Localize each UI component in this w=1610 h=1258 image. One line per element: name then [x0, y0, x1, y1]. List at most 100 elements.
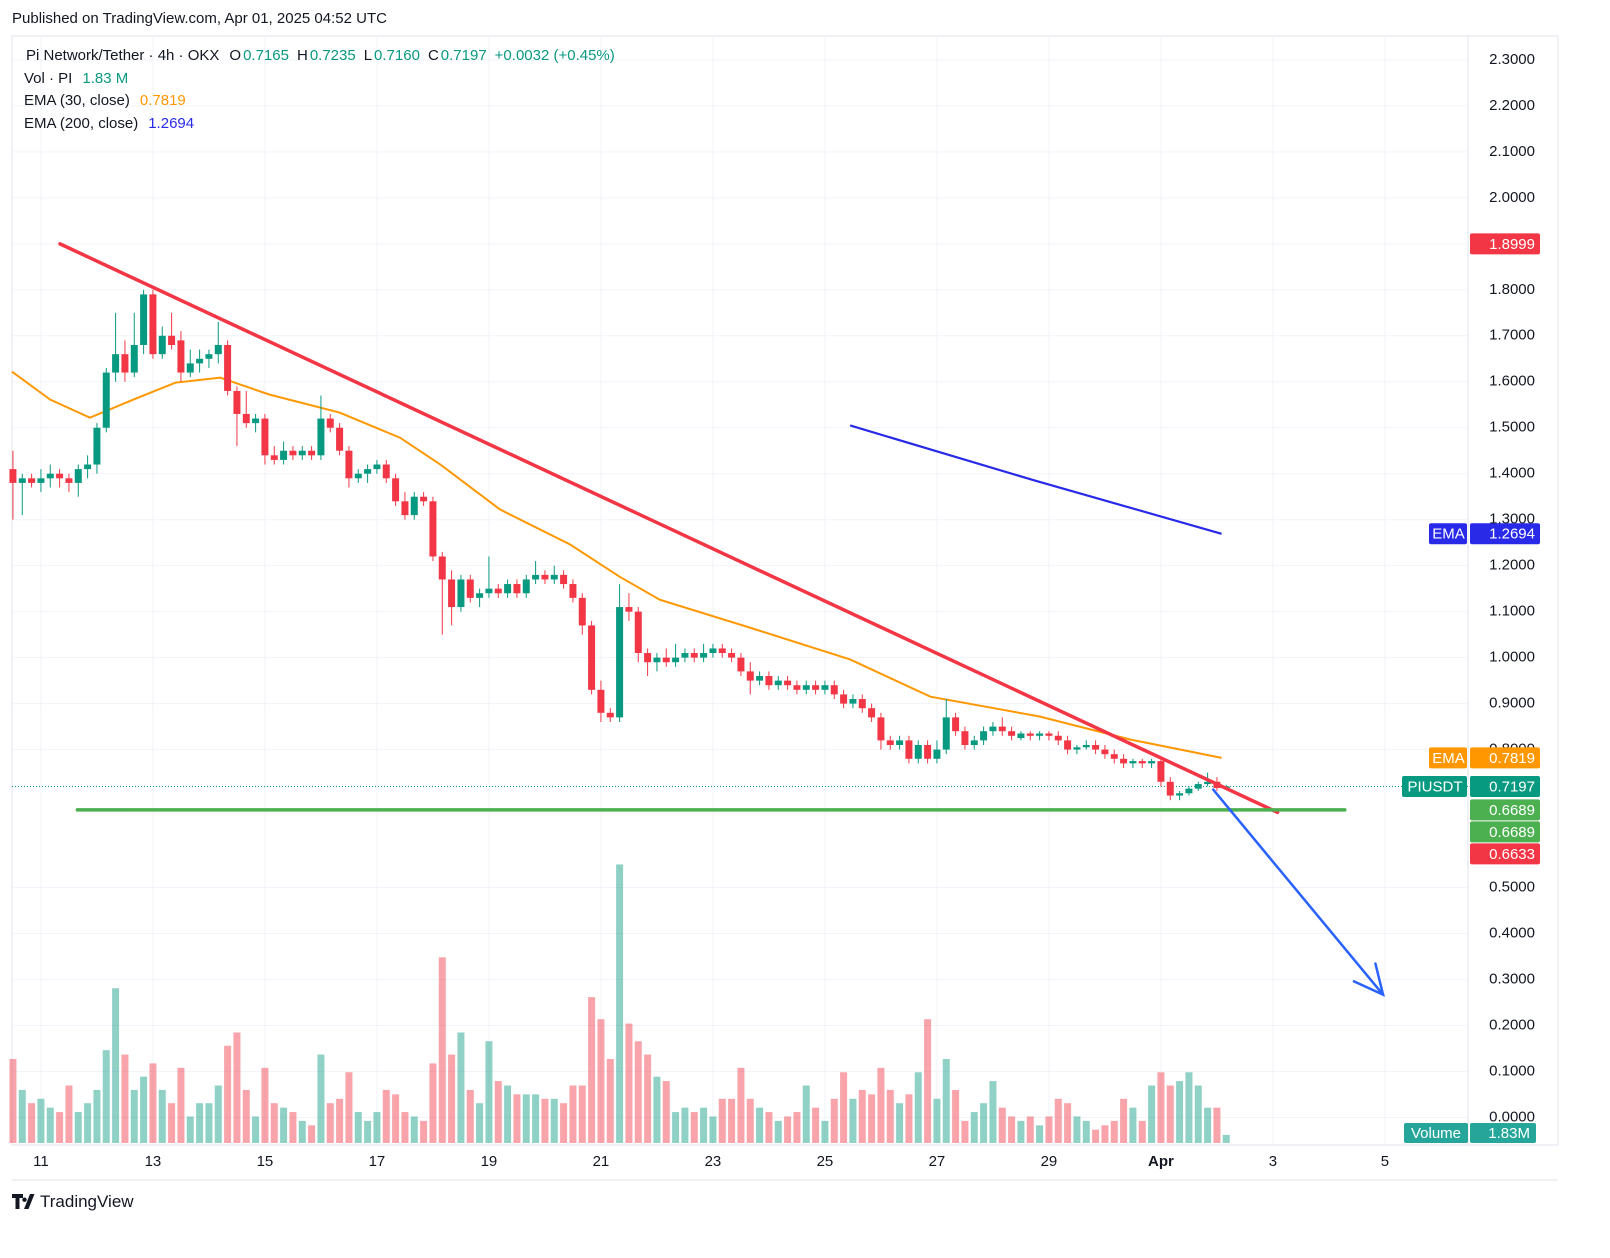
y-tick-label: 2.2000: [1489, 97, 1535, 114]
brand-name: TradingView: [40, 1192, 134, 1211]
candle-body: [1082, 744, 1090, 748]
study-name: EMA (200, close): [24, 114, 139, 132]
volume-bar: [392, 1094, 400, 1143]
candle-body: [121, 354, 129, 373]
volume-bar: [401, 1112, 409, 1143]
arrow-line: [1211, 788, 1385, 996]
volume-bar: [121, 1054, 129, 1143]
volume-bar: [924, 1019, 932, 1143]
price-badge-label: 0.6689: [1489, 802, 1535, 819]
candle-body: [868, 708, 876, 718]
candle-body: [728, 653, 736, 658]
candle-body: [541, 574, 549, 580]
candle-body: [700, 653, 708, 658]
volume-bar: [65, 1085, 73, 1143]
candle-body: [653, 657, 661, 663]
volume-bar: [560, 1103, 568, 1143]
candle-body: [849, 699, 857, 704]
candle-body: [774, 680, 782, 686]
y-tick-label: 1.1000: [1489, 603, 1535, 620]
candle-body: [522, 579, 530, 594]
price-badge: [1470, 233, 1540, 255]
volume-bar: [1064, 1103, 1072, 1143]
y-tick-label: 0.4000: [1489, 924, 1535, 941]
candle-body: [494, 588, 502, 594]
volume-bar: [214, 1085, 222, 1143]
volume-bar: [1185, 1072, 1193, 1143]
x-tick-label: 19: [481, 1153, 498, 1170]
volume-bar: [625, 1023, 633, 1143]
candle-body: [970, 740, 978, 745]
x-tick-label: 25: [817, 1153, 834, 1170]
volume-bar: [1092, 1129, 1100, 1143]
candle-body: [1138, 761, 1146, 764]
candle-body: [606, 712, 614, 718]
candle-body: [933, 749, 941, 759]
volume-bar: [1017, 1120, 1025, 1143]
candle-body: [457, 579, 465, 608]
candle-body: [1157, 761, 1165, 782]
volume-bar: [905, 1094, 913, 1143]
candle-body: [1017, 733, 1025, 739]
volume-bar: [1176, 1081, 1184, 1143]
volume-bar: [261, 1067, 269, 1143]
candle-body: [233, 390, 241, 414]
candle-body: [261, 418, 269, 456]
candle-body: [1129, 761, 1137, 764]
candle-body: [989, 726, 997, 732]
volume-bar: [1222, 1134, 1230, 1143]
candle-body: [588, 625, 596, 690]
candle-body: [326, 418, 334, 428]
candle-body: [504, 584, 512, 594]
candle-body: [242, 413, 250, 424]
volume-bar: [485, 1041, 493, 1143]
ohlc-value: 0.7197: [440, 47, 487, 64]
volume-bar: [224, 1045, 232, 1143]
candle-body: [168, 335, 176, 345]
volume-bar: [774, 1120, 782, 1143]
volume-bar: [1036, 1125, 1044, 1143]
candle-body: [37, 478, 45, 483]
candle-body: [784, 680, 792, 686]
volume-bar: [373, 1112, 381, 1143]
ohlc-key: O: [229, 47, 242, 64]
candle-body: [877, 717, 885, 741]
volume-bar: [737, 1067, 745, 1143]
volume-bar: [252, 1116, 260, 1143]
trend-line: [58, 242, 1280, 815]
volume-bar: [961, 1120, 969, 1143]
volume-bar: [1073, 1116, 1081, 1143]
candle-body: [270, 455, 278, 460]
volume-bar: [849, 1098, 857, 1143]
volume-bar: [653, 1076, 661, 1143]
ema200-line: [849, 424, 1222, 535]
volume-bar: [46, 1107, 54, 1143]
volume-bar: [382, 1089, 390, 1143]
ema30-line: [11, 370, 1222, 759]
candle-body: [466, 579, 474, 598]
volume-bar: [522, 1094, 530, 1143]
candle-body: [709, 648, 717, 654]
candle-body: [28, 478, 36, 483]
candle-body: [746, 671, 754, 681]
symbol-title: Pi Network/Tether · 4h · OKX: [26, 47, 220, 64]
y-tick-label: 1.6000: [1489, 373, 1535, 390]
price-badge-label: 0.7197: [1489, 778, 1535, 795]
volume-bar: [690, 1112, 698, 1143]
price-badge: [1470, 799, 1540, 821]
volume-bar: [868, 1094, 876, 1143]
y-tick-label: 0.1000: [1489, 1062, 1535, 1079]
x-tick-label: 23: [705, 1153, 722, 1170]
volume-bar: [9, 1058, 17, 1143]
volume-bar: [569, 1085, 577, 1143]
legend-row: Pi Network/Tether · 4h · OKX O 0.7165 H 0.72…: [24, 45, 615, 68]
candle-body: [1185, 788, 1193, 794]
volume-bar: [1110, 1120, 1118, 1143]
legend-row: Vol · PI 1.83 M: [24, 68, 615, 91]
volume-bar: [793, 1112, 801, 1143]
candle-body: [364, 469, 372, 474]
volume-bar: [420, 1120, 428, 1143]
ohlc-key: H: [296, 47, 308, 64]
volume-bar: [933, 1098, 941, 1143]
